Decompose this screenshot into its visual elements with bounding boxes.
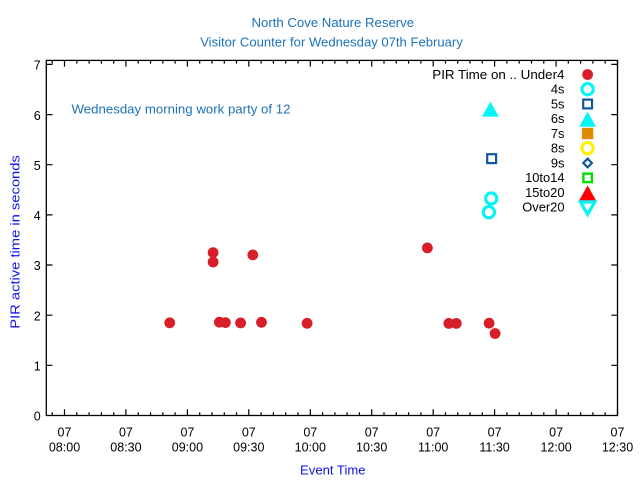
- svg-text:09:30: 09:30: [233, 440, 264, 454]
- svg-text:6: 6: [34, 109, 41, 123]
- svg-text:4: 4: [34, 209, 41, 223]
- svg-text:7s: 7s: [551, 126, 565, 141]
- svg-text:3: 3: [34, 259, 41, 273]
- svg-text:0: 0: [34, 410, 41, 424]
- svg-text:07: 07: [365, 425, 379, 439]
- svg-text:6s: 6s: [551, 111, 565, 126]
- svg-text:2: 2: [34, 309, 41, 323]
- svg-text:12:30: 12:30: [602, 440, 633, 454]
- svg-text:07: 07: [488, 425, 502, 439]
- svg-text:5: 5: [34, 159, 41, 173]
- svg-text:12:00: 12:00: [540, 440, 571, 454]
- svg-text:07: 07: [303, 425, 317, 439]
- svg-text:09:00: 09:00: [172, 440, 203, 454]
- svg-text:07: 07: [549, 425, 563, 439]
- svg-text:Visitor Counter for Wednesday: Visitor Counter for Wednesday 07th Febru…: [200, 35, 463, 50]
- svg-text:08:30: 08:30: [110, 440, 141, 454]
- svg-text:Event Time: Event Time: [300, 462, 366, 477]
- svg-text:07: 07: [242, 425, 256, 439]
- svg-text:North Cove Nature Reserve: North Cove Nature Reserve: [252, 15, 415, 30]
- svg-text:07: 07: [58, 425, 72, 439]
- svg-text:07: 07: [611, 425, 625, 439]
- svg-text:11:30: 11:30: [479, 440, 509, 454]
- svg-text:9s: 9s: [551, 155, 565, 170]
- svg-text:PIR active time in seconds: PIR active time in seconds: [8, 155, 23, 329]
- svg-text:10:00: 10:00: [295, 440, 326, 454]
- svg-text:08:00: 08:00: [49, 440, 80, 454]
- svg-text:Over20: Over20: [522, 200, 564, 215]
- svg-text:7: 7: [34, 59, 41, 73]
- svg-text:11:00: 11:00: [418, 440, 448, 454]
- svg-text:PIR Time on .. Under4: PIR Time on .. Under4: [432, 67, 564, 82]
- svg-text:8s: 8s: [551, 141, 565, 156]
- svg-text:10to14: 10to14: [525, 170, 564, 185]
- svg-text:07: 07: [119, 425, 133, 439]
- svg-text:Wednesday morning work party o: Wednesday morning work party of 12: [72, 102, 291, 117]
- svg-text:07: 07: [426, 425, 440, 439]
- svg-text:4s: 4s: [551, 82, 565, 97]
- svg-text:10:30: 10:30: [356, 440, 387, 454]
- svg-text:1: 1: [34, 360, 41, 374]
- svg-text:07: 07: [180, 425, 194, 439]
- svg-text:5s: 5s: [551, 96, 565, 111]
- svg-text:15to20: 15to20: [525, 185, 564, 200]
